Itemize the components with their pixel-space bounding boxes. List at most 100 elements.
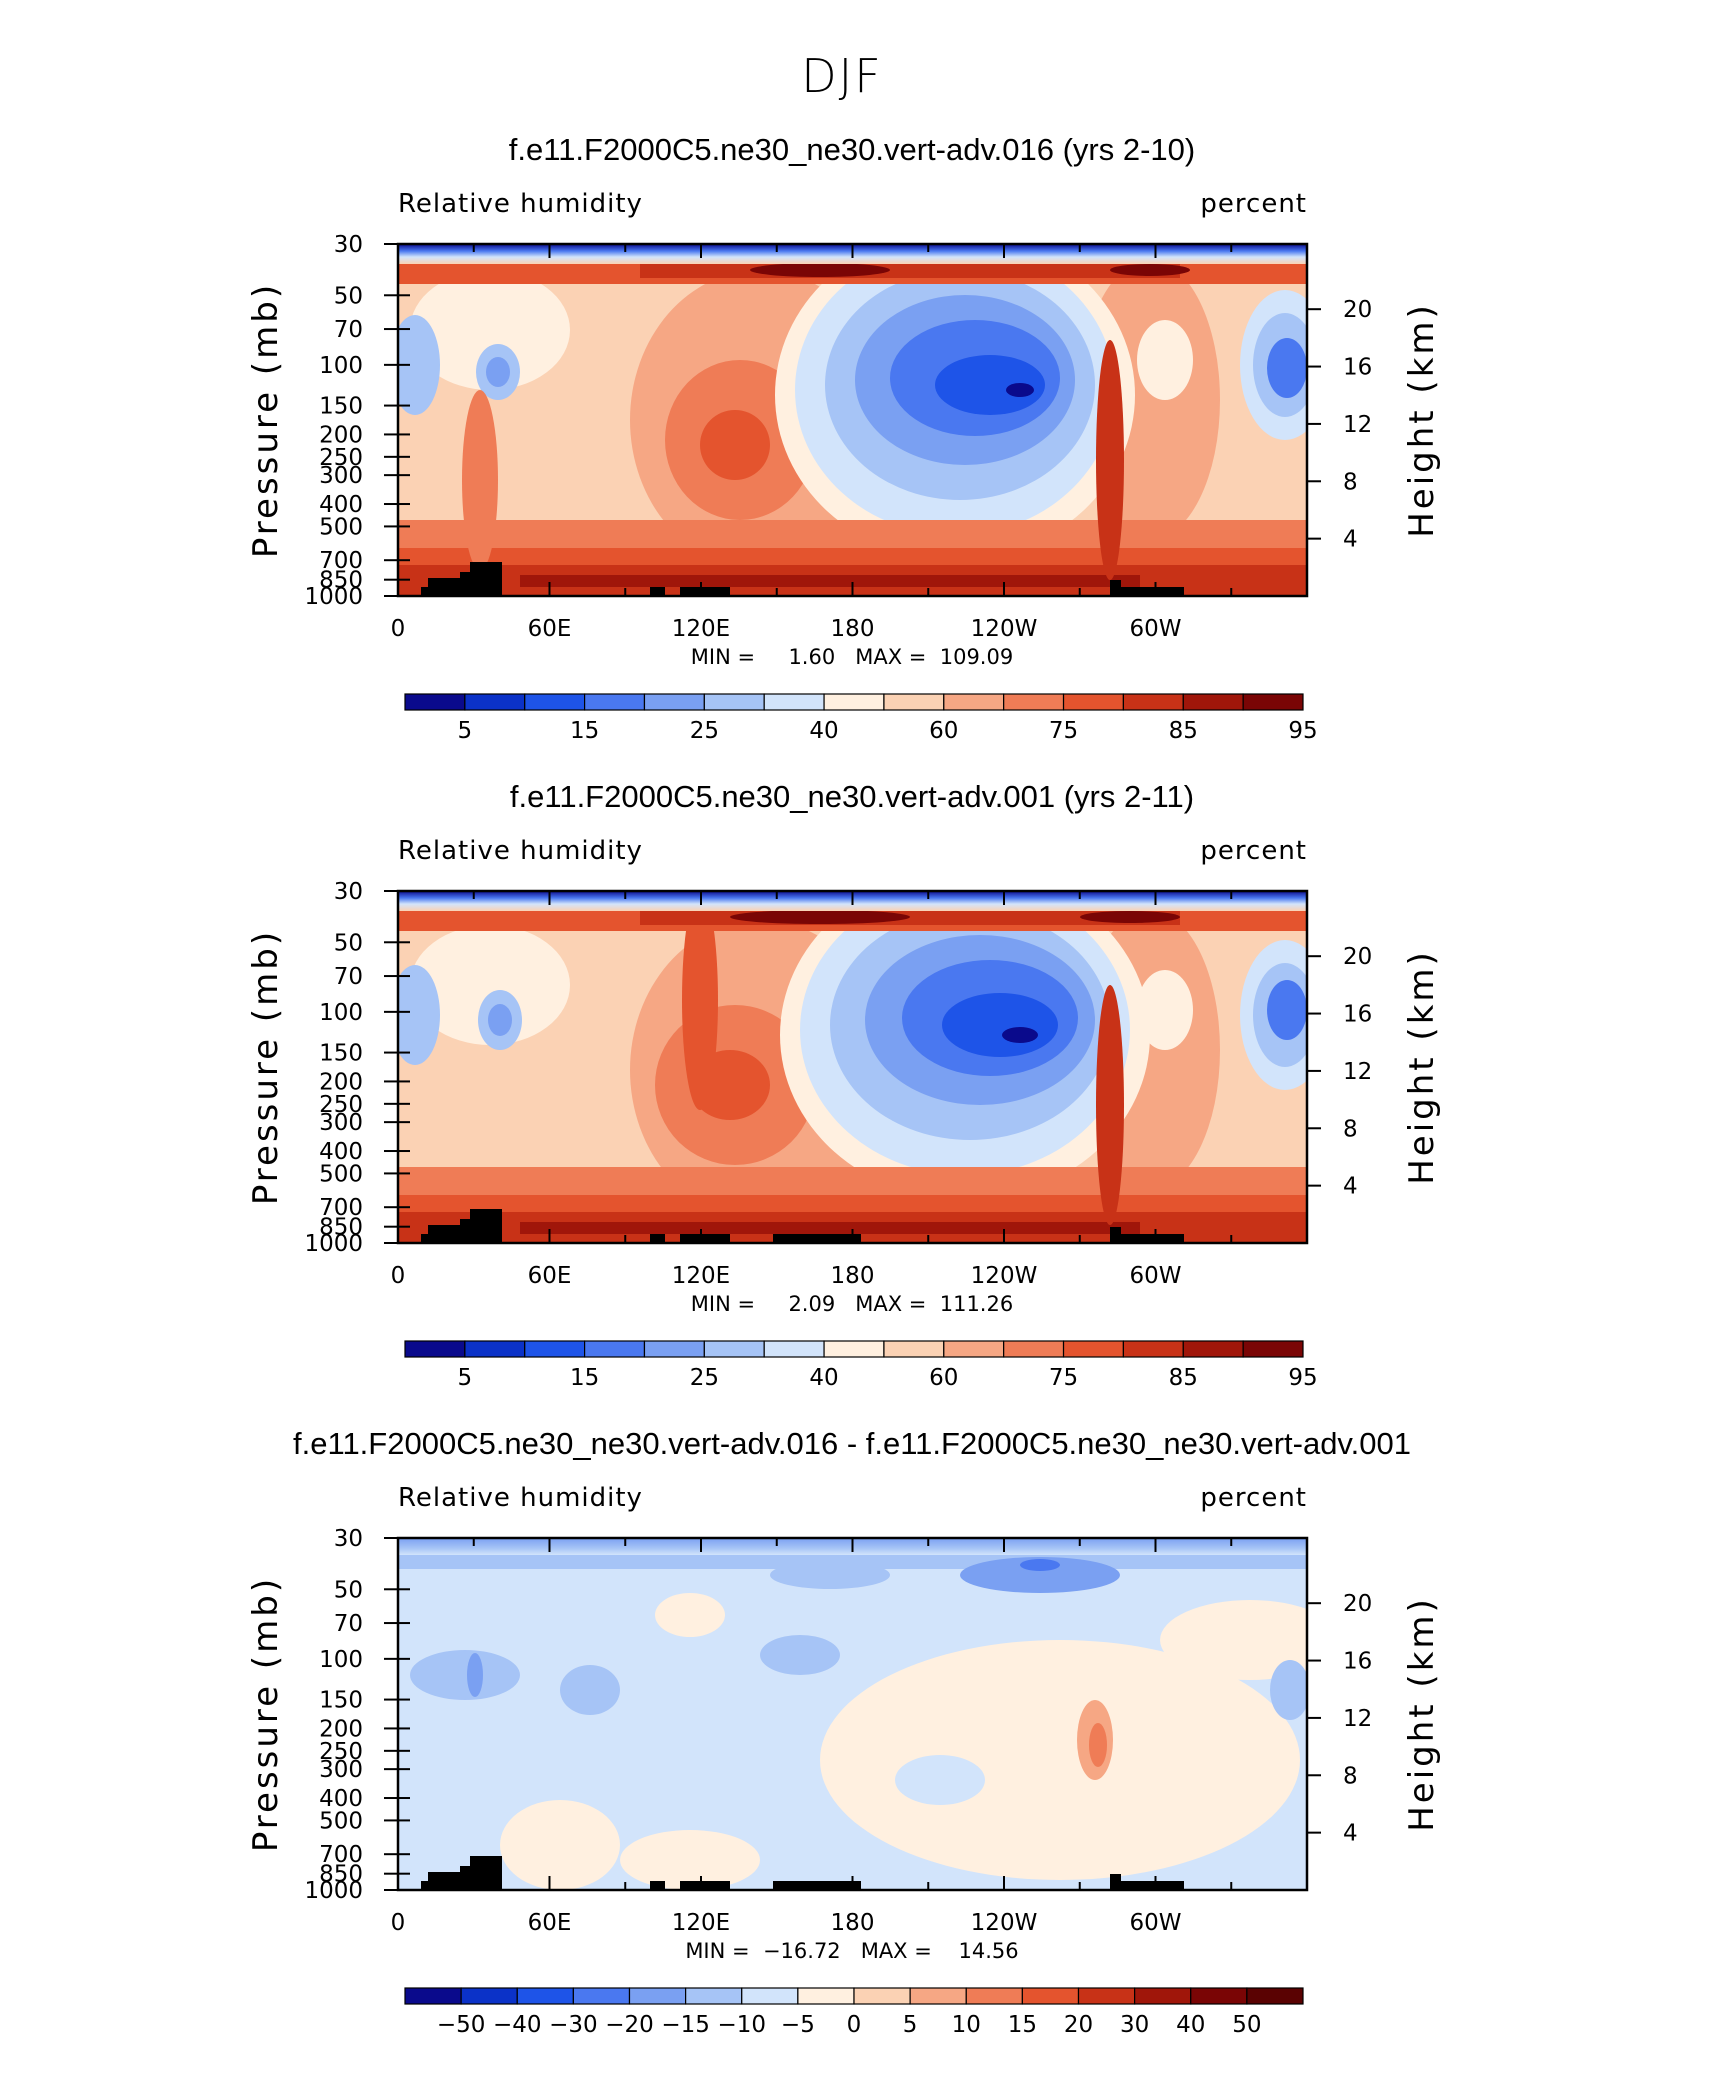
panel-1-y-tick-label: 200: [319, 422, 363, 448]
panel-3-colorbar-box: [1077, 1987, 1136, 2005]
panel-3-colorbar-label: −5: [781, 2012, 815, 2038]
panel-2-x-tick-label: 120E: [672, 1263, 730, 1289]
panel-2-y-tick-label: 200: [319, 1069, 363, 1095]
panel-3-variable-label: Relative humidity: [398, 1483, 643, 1513]
panel-3-colorbar-label: −50: [437, 2012, 486, 2038]
panel-3-height-tick-label: 20: [1343, 1591, 1372, 1617]
panel-3-colorbar-box: [572, 1987, 631, 2005]
panel-1-x-tick-label: 60E: [528, 616, 572, 642]
panel-2-colorbar-label: 5: [458, 1365, 473, 1391]
panel-1-y-tick-label: 30: [334, 232, 363, 258]
panel-1-y-axis-title: Pressure (mb): [246, 282, 286, 558]
panel-3-colorbar-label: 0: [847, 2012, 862, 2038]
panel-3-colorbar-box: [460, 1987, 518, 2005]
panel-3-y-tick-label: 500: [319, 1808, 363, 1834]
panel-1-colorbar-label: 15: [570, 718, 599, 744]
panel-2-colorbar-box: [583, 1340, 646, 1358]
panel-2-colorbar-label: 75: [1049, 1365, 1078, 1391]
panel-3-field: [398, 1538, 1307, 1890]
panel-3-height-tick-label: 8: [1343, 1763, 1358, 1789]
panel-3-y-tick-label: 50: [334, 1577, 363, 1603]
panel-3-colorbar-box: [628, 1987, 687, 2005]
panel-2-colorbar-box: [643, 1340, 705, 1358]
panel-3-colorbar-box: [1246, 1987, 1304, 2005]
panel-1-title: f.e11.F2000C5.ne30_ne30.vert-adv.016 (yr…: [509, 132, 1195, 167]
panel-1-colorbar-label: 60: [929, 718, 958, 744]
panel-3-colorbar-box: [685, 1987, 743, 2005]
panel-3-y-tick-label: 200: [319, 1716, 363, 1742]
panel-1-colorbar-box: [1182, 693, 1244, 711]
panel-2-colorbar-box: [823, 1340, 885, 1358]
panel-2-colorbar-box: [1242, 1340, 1304, 1358]
panel-1-x-tick-label: 120W: [971, 616, 1038, 642]
panel-1-colorbar-box: [763, 693, 825, 711]
panel-1-colorbar-box: [404, 693, 466, 711]
panel-3-colorbar-label: −40: [493, 2012, 542, 2038]
panel-1-y-tick-label: 700: [319, 548, 363, 574]
panel-1-y-tick-label: 1000: [304, 584, 363, 610]
panel-1-x-tick-label: 120E: [672, 616, 730, 642]
panel-3-y-tick-label: 100: [319, 1647, 363, 1673]
panel-3-colorbar-label: 10: [952, 2012, 981, 2038]
panel-1-y-tick-label: 100: [319, 353, 363, 379]
panel-2-y-tick-label: 700: [319, 1195, 363, 1221]
panel-1-colorbar-box: [1062, 693, 1124, 711]
panel-1-field: [398, 244, 1307, 596]
panel-2-colorbar-box: [763, 1340, 825, 1358]
panel-1-height-tick-label: 20: [1343, 297, 1372, 323]
panel-3-y-tick-label: 250: [319, 1739, 363, 1765]
panel-3-y-tick-label: 400: [319, 1786, 363, 1812]
panel-3-colorbar-box: [741, 1987, 799, 2005]
panel-2-colorbar-label: 60: [929, 1365, 958, 1391]
panel-3-colorbar-box: [965, 1987, 1023, 2005]
panel-3-colorbar-label: −10: [717, 2012, 766, 2038]
panel-3-y-tick-label: 70: [334, 1611, 363, 1637]
panel-1-colorbar-box: [703, 693, 765, 711]
panel-2-colorbar-label: 95: [1288, 1365, 1317, 1391]
panel-3-colorbar-box: [909, 1987, 967, 2005]
panel-1-y-tick-label: 250: [319, 445, 363, 471]
panel-1-y-right-axis-title: Height (km): [1402, 302, 1442, 538]
panel-3-colorbar-label: 15: [1008, 2012, 1037, 2038]
panel-1-colorbar-box: [643, 693, 705, 711]
panel-1-min-max: MIN = 1.60 MAX = 109.09: [691, 645, 1013, 669]
panel-2-colorbar-box: [524, 1340, 586, 1358]
panel-2-y-tick-label: 500: [319, 1161, 363, 1187]
panel-1-colorbar-box: [1122, 693, 1184, 711]
panel-3-y-tick-label: 850: [319, 1862, 363, 1888]
panel-1-y-tick-label: 500: [319, 514, 363, 540]
panel-2-topography: [421, 1209, 1184, 1243]
panel-2-min-max: MIN = 2.09 MAX = 111.26: [691, 1292, 1013, 1316]
panel-3-colorbar-label: 30: [1120, 2012, 1149, 2038]
panel-2-height-tick-label: 4: [1343, 1174, 1358, 1200]
panel-2-y-tick-label: 850: [319, 1215, 363, 1241]
panel-3-colorbar-label: 50: [1232, 2012, 1261, 2038]
panel-3-y-tick-label: 300: [319, 1757, 363, 1783]
panel-3-y-tick-label: 1000: [304, 1878, 363, 1904]
panel-1-y-tick-label: 400: [319, 492, 363, 518]
panel-3-colorbar-box: [1134, 1987, 1192, 2005]
panel-2-colorbar-box: [883, 1340, 945, 1358]
panel-3: f.e11.F2000C5.ne30_ne30.vert-adv.016 - f…: [246, 1426, 1442, 2038]
panel-3-colorbar-label: 5: [903, 2012, 918, 2038]
panel-1-x-tick-label: 180: [831, 616, 875, 642]
panel-1-colorbar-box: [524, 693, 586, 711]
panel-2-colorbar-box: [1062, 1340, 1124, 1358]
panel-1-variable-label: Relative humidity: [398, 189, 643, 219]
panel-1-colorbar-box: [823, 693, 885, 711]
panel-3-x-tick-label: 60W: [1129, 1910, 1181, 1936]
panel-1-colorbar-label: 5: [458, 718, 473, 744]
panel-1-height-tick-label: 4: [1343, 527, 1358, 553]
panel-2-height-tick-label: 16: [1343, 1002, 1372, 1028]
panel-1-topography: [421, 562, 1184, 596]
panel-1-colorbar-label: 75: [1049, 718, 1078, 744]
panel-3-y-tick-label: 700: [319, 1842, 363, 1868]
panel-2-x-tick-label: 60W: [1129, 1263, 1181, 1289]
panel-3-x-tick-label: 60E: [528, 1910, 572, 1936]
panel-1-colorbar-label: 95: [1288, 718, 1317, 744]
panel-3-colorbar-label: 40: [1176, 2012, 1205, 2038]
panel-2-x-tick-label: 180: [831, 1263, 875, 1289]
panel-2-units-label: percent: [1200, 836, 1307, 866]
panel-1-y-tick-label: 70: [334, 317, 363, 343]
